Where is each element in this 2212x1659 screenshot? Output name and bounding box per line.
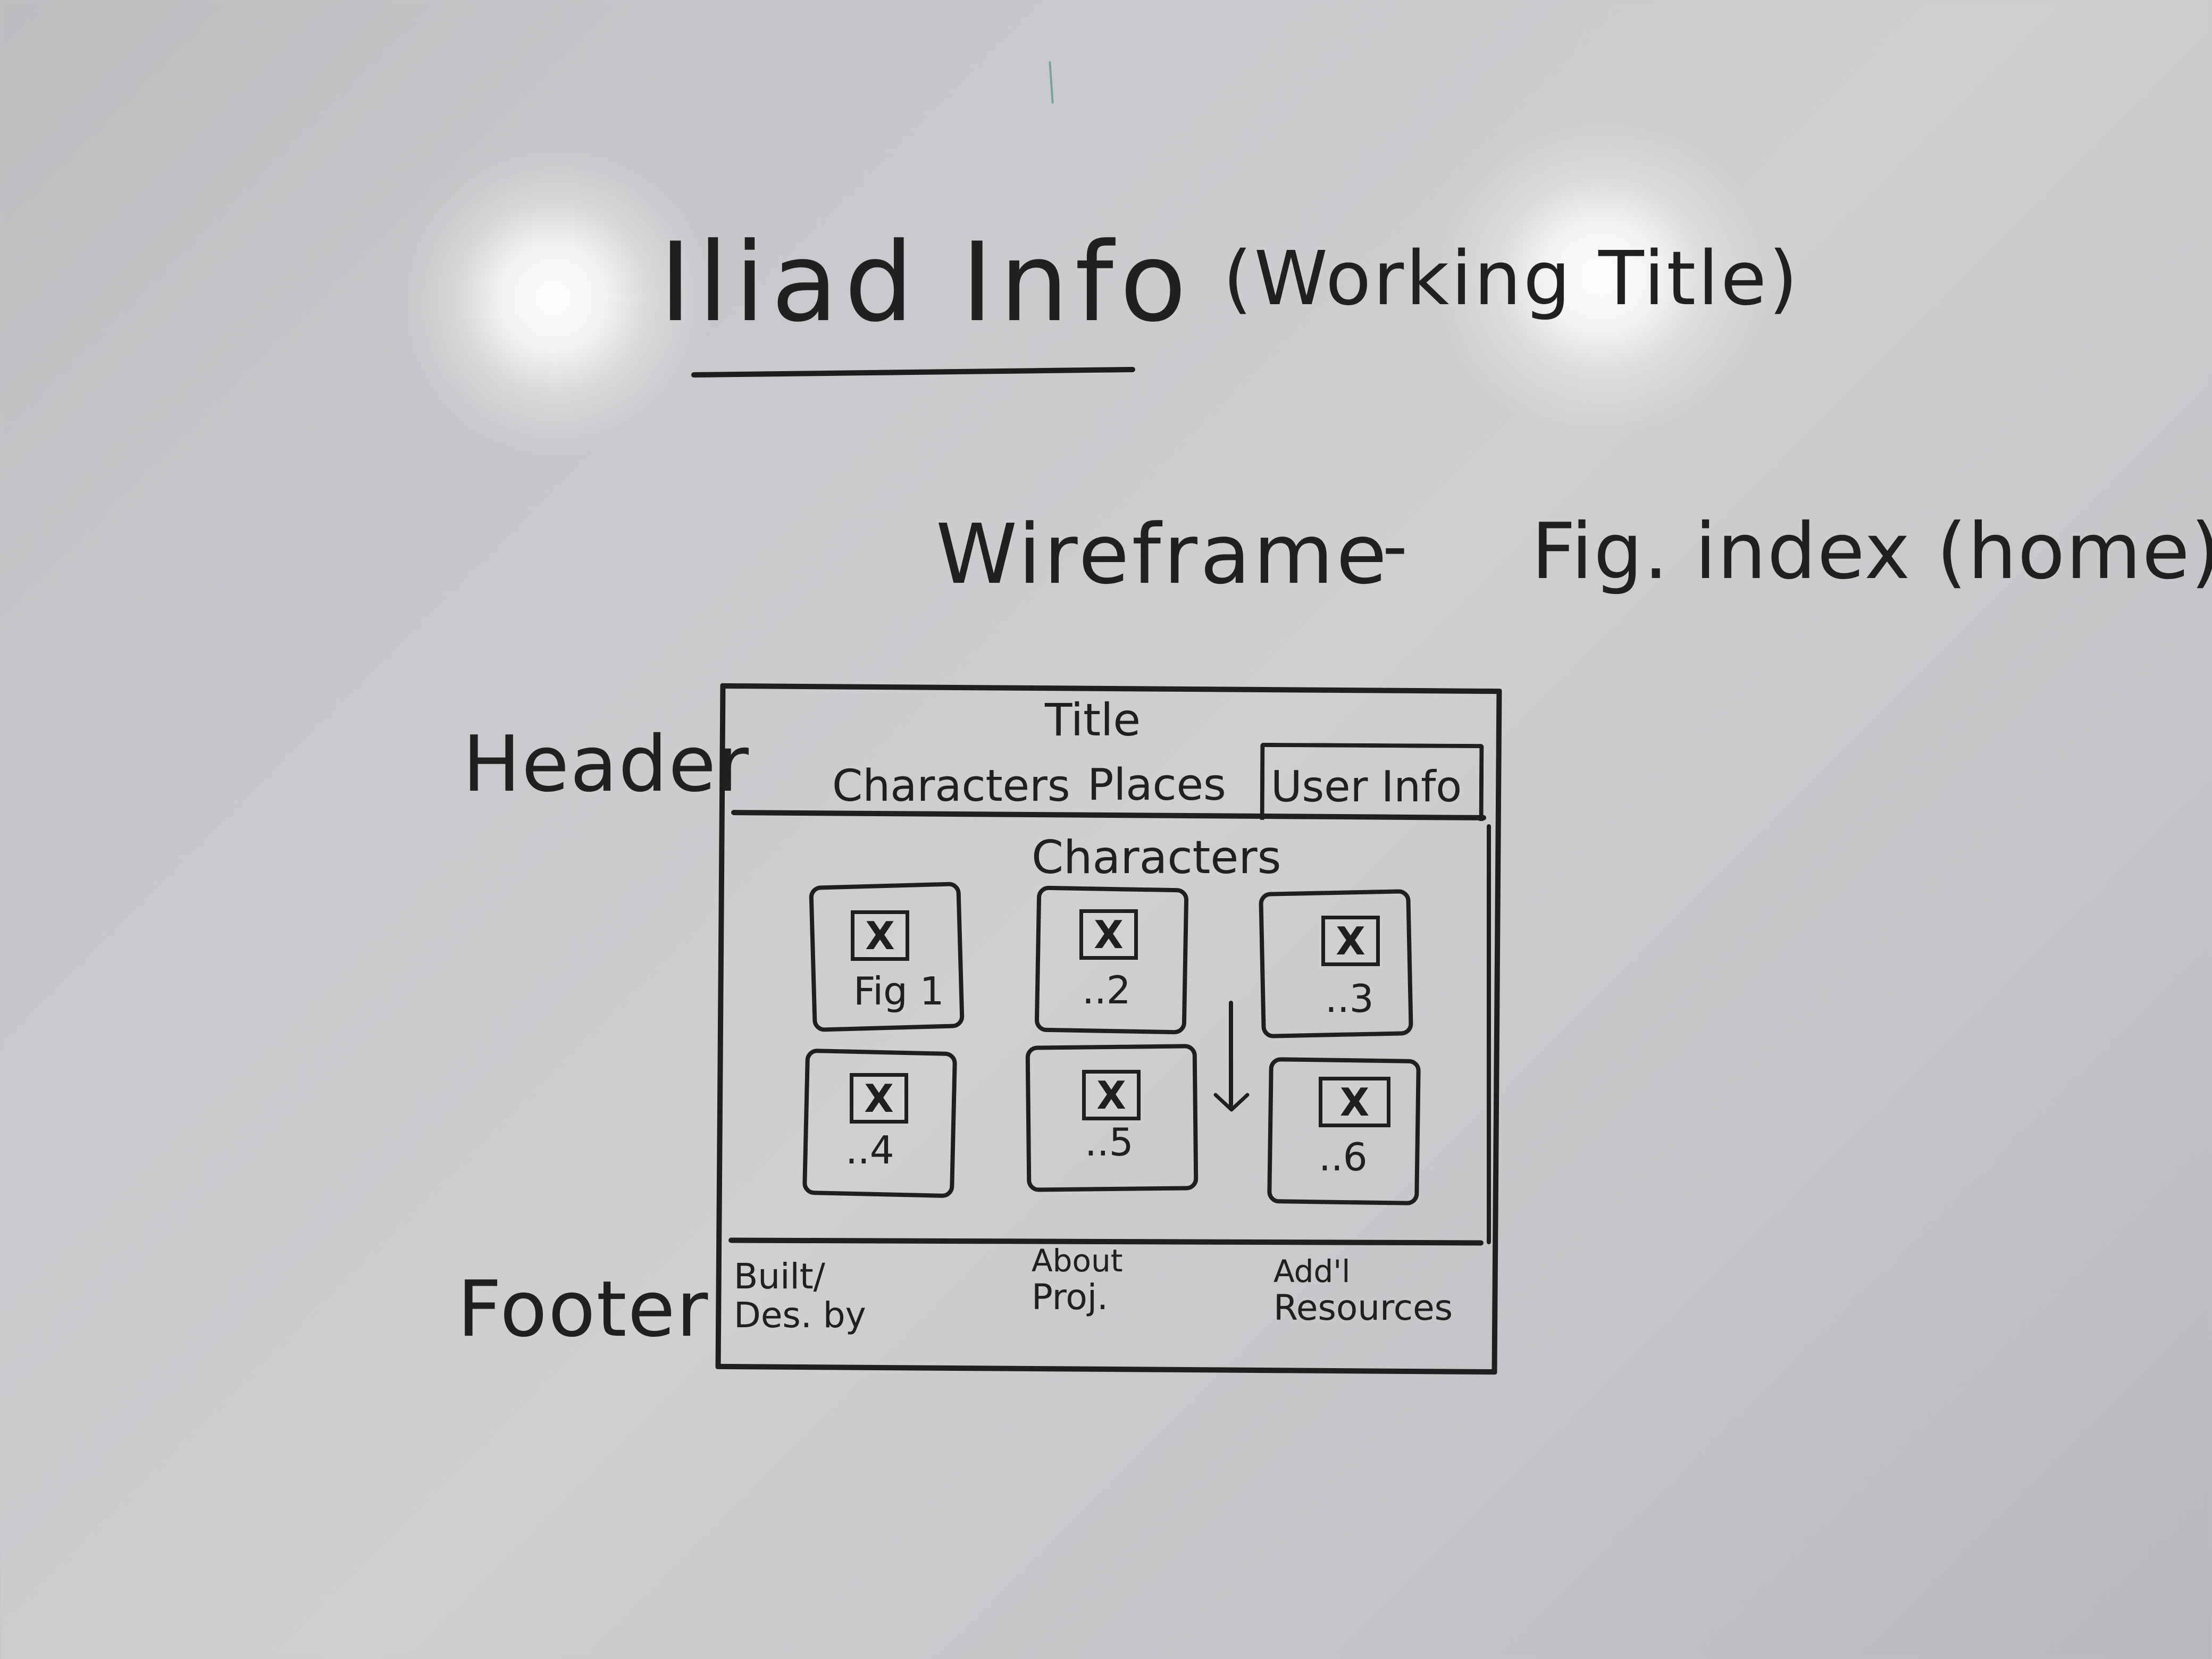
footer-about-project[interactable]: About Proj. xyxy=(1032,1244,1122,1317)
footer-built-by[interactable]: Built/ Des. by xyxy=(734,1256,866,1336)
card-label-2: ..2 xyxy=(1082,968,1131,1012)
card-label-3: ..3 xyxy=(1325,976,1374,1021)
nav-item-characters[interactable]: Characters xyxy=(832,761,1070,811)
wireframe-separator: - xyxy=(1382,506,1407,586)
scroll-arrow-line xyxy=(1229,1001,1233,1107)
card-label-6: ..6 xyxy=(1319,1135,1368,1179)
whiteboard-mark xyxy=(1049,61,1054,104)
footer-built-line-1: Built/ xyxy=(734,1256,825,1297)
footer-built-line-2: Des. by xyxy=(734,1294,866,1336)
image-placeholder-icon: X xyxy=(1079,909,1138,960)
wireframe-page-label: Fig. index (home) xyxy=(1531,507,2212,597)
working-title-note: (Working Title) xyxy=(1223,236,1800,322)
footer-about-line-2: Proj. xyxy=(1032,1276,1109,1318)
card-label-1: Fig 1 xyxy=(853,969,944,1013)
card-label-4: ..4 xyxy=(845,1128,894,1172)
nav-item-user-info[interactable]: User Info xyxy=(1271,762,1462,811)
page-title: Iliad Info xyxy=(659,220,1193,346)
wireframe-label: Wireframe xyxy=(936,506,1390,602)
nav-item-places[interactable]: Places xyxy=(1087,760,1226,810)
footer-label: Footer xyxy=(457,1264,709,1354)
down-arrow-icon xyxy=(1213,1093,1250,1112)
characters-section-title: Characters xyxy=(1032,831,1281,884)
wireframe-title: Title xyxy=(1045,694,1141,746)
title-underline xyxy=(691,366,1136,378)
image-placeholder-icon: X xyxy=(1082,1070,1141,1120)
image-placeholder-icon: X xyxy=(1319,1077,1390,1127)
image-placeholder-icon: X xyxy=(1321,916,1380,966)
footer-about-line-1: About xyxy=(1032,1243,1123,1279)
content-right-border xyxy=(1487,824,1491,1244)
card-label-5: ..5 xyxy=(1085,1120,1134,1164)
footer-resources-line-1: Add'l xyxy=(1273,1253,1351,1289)
image-placeholder-icon: X xyxy=(850,1073,908,1124)
header-label: Header xyxy=(463,719,750,809)
footer-resources-line-2: Resources xyxy=(1273,1287,1453,1328)
image-placeholder-icon: X xyxy=(851,910,909,961)
footer-additional-resources[interactable]: Add'l Resources xyxy=(1273,1253,1453,1328)
